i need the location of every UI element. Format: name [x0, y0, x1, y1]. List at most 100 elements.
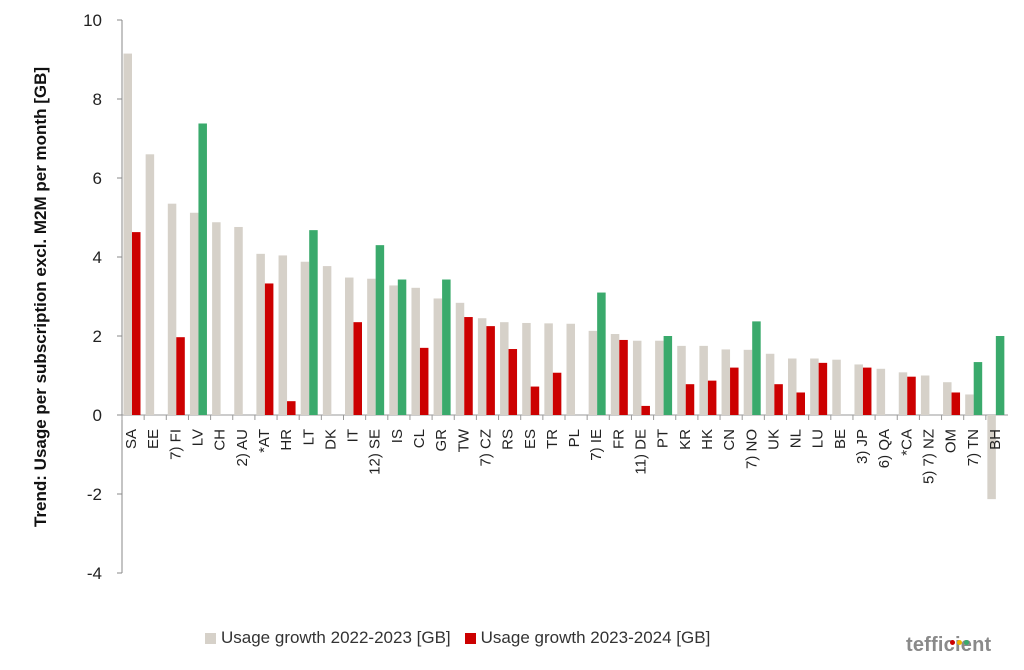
- x-tick-label: KR: [677, 429, 694, 450]
- bar-2023-2024: [530, 386, 540, 415]
- x-tick-label: OM: [943, 429, 960, 453]
- x-tick-label: LU: [810, 429, 827, 448]
- bar-2023-2024: [818, 362, 828, 415]
- bar-2022-2023: [189, 212, 199, 415]
- bar-2022-2023: [411, 287, 420, 415]
- x-tick-label: SA: [123, 429, 140, 449]
- bar-2022-2023: [322, 266, 332, 415]
- bar-2022-2023: [832, 359, 841, 415]
- tefficient-logo: tefficient: [906, 634, 991, 657]
- bar-2022-2023: [588, 330, 598, 415]
- bar-2023-2024: [552, 372, 562, 415]
- x-tick-label: IT: [345, 429, 362, 442]
- x-tick-label: 3) JP: [854, 429, 871, 464]
- x-tick-label: 7) FI: [167, 429, 184, 460]
- bar-2023-2024: [287, 401, 296, 415]
- x-tick-label: 5) 7) NZ: [920, 429, 937, 484]
- bar-2023-2024: [419, 347, 429, 415]
- x-tick-label: FR: [610, 429, 627, 449]
- x-tick-label: TR: [544, 429, 561, 449]
- bar-2023-2024: [353, 322, 362, 415]
- x-tick-label: PL: [566, 429, 583, 447]
- bar-2022-2023: [544, 323, 553, 415]
- bar-2022-2023: [566, 323, 575, 415]
- bar-2022-2023: [699, 345, 708, 415]
- bar-2022-2023: [965, 394, 974, 415]
- bar-2022-2023: [123, 53, 132, 415]
- bar-2022-2023: [810, 358, 819, 415]
- bar-2022-2023: [145, 154, 155, 416]
- bar-2023-2024: [730, 367, 739, 415]
- y-tick-label: 6: [93, 169, 102, 188]
- bar-2022-2023: [300, 261, 310, 415]
- bar-2022-2023: [721, 349, 731, 415]
- bar-2022-2023: [987, 415, 996, 500]
- logo-text: tefficient: [906, 634, 992, 656]
- bar-2023-2024: [951, 392, 961, 415]
- legend-label-2022-2023: Usage growth 2022-2023 [GB]: [221, 628, 451, 647]
- y-tick-label: 8: [93, 90, 102, 109]
- legend-swatch-red: [464, 632, 476, 644]
- x-tick-label: 2) AU: [234, 429, 251, 467]
- x-tick-label: 12) SE: [367, 429, 384, 475]
- bar-2022-2023: [522, 322, 531, 415]
- bar-2023-2024: [464, 317, 473, 415]
- x-tick-label: PT: [655, 429, 672, 448]
- x-tick-label: BH: [987, 429, 1004, 450]
- x-tick-label: DK: [322, 429, 339, 450]
- bar-2022-2023: [632, 340, 642, 415]
- bar-2023-2024: [973, 362, 983, 415]
- bar-2022-2023: [345, 277, 354, 415]
- legend-swatch-grey: [205, 632, 216, 644]
- bar-2023-2024: [685, 384, 695, 415]
- bar-2023-2024: [309, 230, 318, 415]
- bar-2023-2024: [796, 392, 805, 415]
- bar-2022-2023: [943, 382, 952, 415]
- x-tick-label: EE: [145, 429, 162, 449]
- y-tick-label: 10: [83, 11, 102, 30]
- bar-2022-2023: [677, 345, 686, 415]
- bar-2023-2024: [486, 326, 495, 415]
- y-tick-label: 2: [93, 327, 102, 346]
- x-tick-label: HK: [699, 429, 716, 450]
- x-tick-label: 7) CZ: [477, 429, 494, 467]
- bar-2022-2023: [278, 255, 288, 415]
- bar-2023-2024: [707, 380, 717, 415]
- bar-2022-2023: [256, 253, 265, 415]
- bar-2023-2024: [774, 384, 783, 415]
- x-tick-label: 7) IE: [588, 429, 605, 461]
- x-tick-label: CH: [212, 429, 229, 451]
- x-tick-label: RS: [500, 429, 517, 450]
- y-tick-label: 4: [93, 248, 102, 267]
- x-tick-label: 11) DE: [633, 429, 650, 475]
- bar-2023-2024: [641, 405, 650, 415]
- bar-2022-2023: [500, 322, 509, 415]
- y-tick-label: -4: [87, 564, 102, 583]
- bar-2023-2024: [397, 279, 407, 415]
- bar-2022-2023: [655, 340, 664, 415]
- x-tick-label: GR: [433, 429, 450, 452]
- bar-2022-2023: [212, 222, 221, 415]
- legend-item-2023-2024: Usage growth 2023-2024 [GB]: [464, 628, 711, 648]
- bar-2023-2024: [198, 123, 207, 416]
- bar-2022-2023: [743, 349, 753, 415]
- bar-2022-2023: [876, 368, 886, 415]
- bar-2022-2023: [234, 226, 243, 415]
- x-tick-label: CN: [721, 429, 738, 451]
- legend: Usage growth 2022-2023 [GB] Usage growth…: [205, 628, 724, 648]
- bar-2022-2023: [367, 278, 376, 415]
- bar-2022-2023: [389, 285, 398, 415]
- bar-2022-2023: [854, 364, 863, 415]
- x-tick-label: IS: [389, 429, 406, 443]
- bar-2023-2024: [597, 292, 606, 415]
- x-tick-label: 6) QA: [876, 429, 893, 468]
- bar-2022-2023: [610, 334, 620, 415]
- legend-label-2023-2024: Usage growth 2023-2024 [GB]: [480, 628, 711, 647]
- bar-2023-2024: [264, 283, 274, 415]
- logo-dot-red: [950, 640, 955, 645]
- bar-2023-2024: [176, 337, 185, 415]
- y-axis-label: Trend: Usage per subscription excl. M2M …: [31, 67, 50, 527]
- x-tick-label: TW: [455, 428, 472, 452]
- logo-dot-green: [964, 640, 969, 645]
- bar-2022-2023: [455, 302, 465, 415]
